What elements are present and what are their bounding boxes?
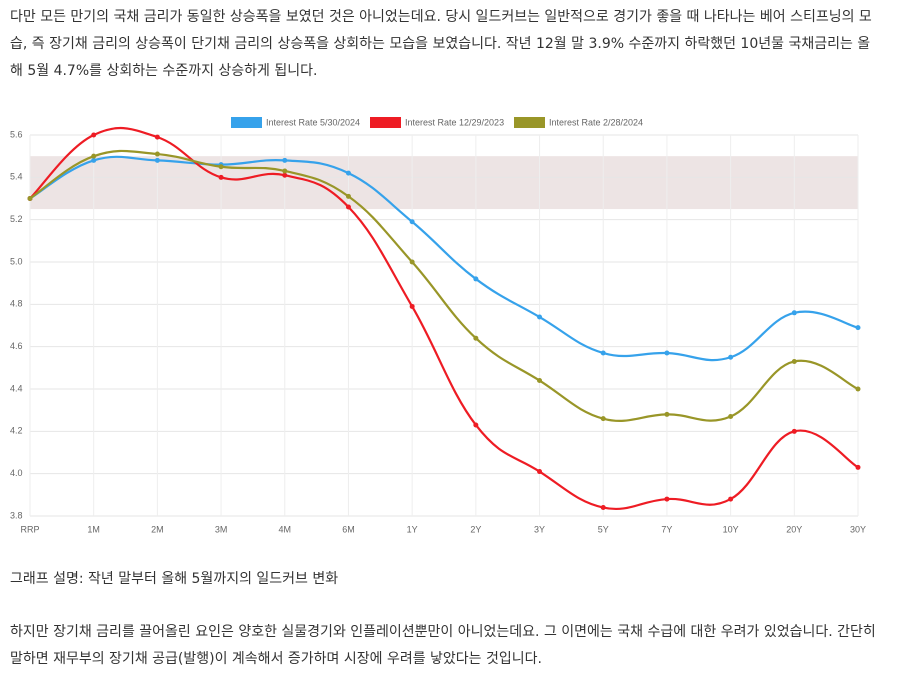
data-point — [537, 314, 543, 320]
y-tick-label: 5.0 — [10, 256, 23, 266]
x-tick-label: 2Y — [470, 524, 481, 534]
legend-label: Interest Rate 5/30/2024 — [266, 117, 360, 127]
paragraph: 다만 모든 만기의 국채 금리가 동일한 상승폭을 보였던 것은 아니었는데요.… — [10, 9, 872, 79]
data-point — [218, 174, 224, 180]
series-line — [29, 155, 859, 362]
x-tick-label: 3Y — [534, 524, 545, 534]
data-point — [154, 134, 160, 140]
x-tick-label: 20Y — [786, 524, 802, 534]
x-tick-label: 30Y — [850, 524, 866, 534]
data-point — [600, 505, 606, 511]
data-point — [855, 386, 861, 392]
data-point — [600, 350, 606, 356]
legend-swatch — [514, 117, 545, 128]
data-point — [282, 168, 288, 174]
data-point — [537, 469, 543, 475]
data-point — [91, 157, 97, 163]
data-point — [345, 170, 351, 176]
y-tick-label: 4.4 — [10, 383, 23, 393]
x-tick-label: 10Y — [723, 524, 739, 534]
data-point — [27, 196, 33, 201]
data-point — [409, 303, 415, 309]
caption: 그래프 설명: 작년 말부터 올해 5월까지의 일드커브 변화 — [10, 571, 339, 587]
data-point — [728, 354, 734, 360]
x-tick-label: RRP — [20, 524, 39, 534]
data-point — [791, 358, 797, 364]
x-tick-label: 6M — [342, 524, 355, 534]
x-tick-label: 1M — [87, 524, 100, 534]
data-point — [791, 310, 797, 316]
data-point — [600, 416, 606, 422]
data-point — [345, 204, 351, 210]
x-tick-label: 3M — [215, 524, 228, 534]
data-point — [154, 157, 160, 163]
data-point — [345, 193, 351, 199]
paragraph: 하지만 장기채 금리를 끌어올린 요인은 양호한 실물경기와 인플레이션뿐만이 … — [10, 624, 876, 667]
legend-label: Interest Rate 2/28/2024 — [549, 117, 643, 127]
data-point — [409, 219, 415, 225]
y-tick-label: 4.0 — [10, 468, 23, 478]
legend-label: Interest Rate 12/29/2023 — [405, 117, 504, 127]
data-point — [218, 164, 224, 170]
data-point — [154, 151, 160, 157]
y-tick-label: 5.6 — [10, 129, 23, 139]
legend-swatch — [231, 117, 262, 128]
legend-swatch — [370, 117, 401, 128]
y-tick-label: 4.8 — [10, 299, 23, 309]
x-tick-label: 4M — [279, 524, 292, 534]
data-point — [91, 153, 97, 159]
x-tick-label: 1Y — [407, 524, 418, 534]
data-point — [409, 259, 415, 265]
data-point — [664, 496, 670, 502]
x-tick-label: 7Y — [661, 524, 672, 534]
data-point — [91, 132, 97, 138]
chart: 3.8 4.0 4.2 4.4 4.6 4.8 5.0 5.2 5.4 5.6 RRP 1M 2M 3M 4… — [10, 117, 866, 534]
data-point — [537, 378, 543, 384]
y-tick-label: 5.2 — [10, 214, 23, 224]
data-point — [791, 428, 797, 434]
data-point — [664, 350, 670, 356]
y-tick-label: 3.8 — [10, 510, 23, 520]
y-tick-label: 4.2 — [10, 426, 23, 436]
x-tick-label: 5Y — [598, 524, 609, 534]
series-line — [29, 149, 859, 422]
data-point — [282, 157, 288, 163]
data-point — [728, 496, 734, 502]
data-point — [728, 414, 734, 420]
shaded-band — [30, 156, 858, 210]
data-point — [664, 411, 670, 417]
y-tick-label: 4.6 — [10, 341, 23, 351]
data-point — [473, 422, 479, 428]
y-tick-label: 5.4 — [10, 172, 23, 182]
data-point — [282, 172, 288, 178]
data-point — [473, 335, 479, 341]
data-point — [473, 276, 479, 282]
data-point — [855, 325, 861, 331]
data-point — [855, 464, 861, 470]
x-tick-label: 2M — [151, 524, 164, 534]
